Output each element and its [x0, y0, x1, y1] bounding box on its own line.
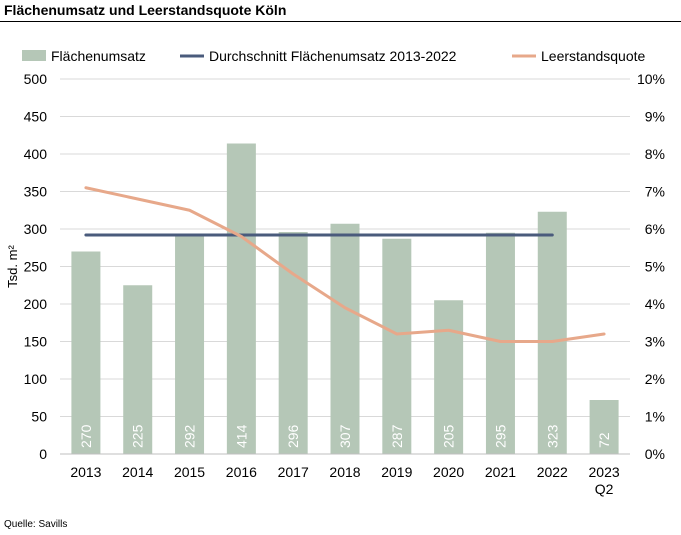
bar-value-label: 323: [544, 424, 560, 448]
chart-canvas: 270 225 292 414 296 307 287 205 295 323 72 0 50 100 1…: [5, 48, 665, 497]
y2-tick-label: 6%: [645, 221, 665, 237]
x-tick-label: 2023 Q2: [589, 464, 620, 497]
bar-value-label: 205: [441, 424, 457, 448]
bar: [382, 238, 412, 454]
x-tick-label: 2021: [485, 464, 516, 480]
legend: Flächenumsatz Durchschnitt Flächenumsatz …: [22, 48, 646, 64]
x-tick-label: 2013: [70, 464, 101, 480]
chart-title: Flächenumsatz und Leerstandsquote Köln: [4, 2, 287, 18]
axes: 0 50 100 150 200 250 300 350 400 450 500 0% 1% 2% 3% 4%…: [5, 71, 665, 497]
y-tick-label: 500: [24, 71, 48, 87]
bar-value-label: 270: [78, 424, 94, 448]
x-tick-label: 2018: [329, 464, 360, 480]
bar-data-labels: 270 225 292 414 296 307 287 205 295 323 72: [78, 424, 612, 448]
bar: [278, 232, 308, 454]
bar-value-label: 296: [285, 424, 301, 448]
y-tick-label: 100: [24, 371, 48, 387]
bar-value-label: 287: [389, 424, 405, 448]
bar: [537, 211, 567, 454]
y-tick-label: 250: [24, 259, 48, 275]
legend-label: Flächenumsatz: [51, 48, 146, 64]
bar-value-label: 414: [233, 424, 249, 448]
y2-tick-label: 5%: [645, 259, 665, 275]
y2-tick-label: 7%: [645, 184, 665, 200]
bar: [330, 223, 360, 454]
bar-series: [71, 143, 619, 454]
y-tick-label: 400: [24, 146, 48, 162]
y-axis-title: Tsd. m²: [5, 245, 20, 288]
x-tick-label: 2020: [433, 464, 464, 480]
legend-label: Durchschnitt Flächenumsatz 2013-2022: [209, 48, 457, 64]
title-divider: [0, 21, 681, 22]
y-tick-label: 200: [24, 296, 48, 312]
vacancy-rate-line: [84, 186, 606, 343]
bar: [485, 232, 515, 454]
y2-tick-label: 9%: [645, 109, 665, 125]
y-tick-label: 150: [24, 334, 48, 350]
x-tick-label: 2015: [174, 464, 205, 480]
x-tick-label: 2016: [226, 464, 257, 480]
x-tick-label: 2014: [122, 464, 153, 480]
bar-value-label: 295: [492, 424, 508, 448]
bar-value-label: 225: [130, 424, 146, 448]
bar: [175, 235, 205, 454]
source-note: Quelle: Savills: [4, 519, 68, 530]
bar-value-label: 72: [596, 432, 612, 448]
x-tick-label: 2019: [381, 464, 412, 480]
y2-tick-label: 3%: [645, 334, 665, 350]
x-tick-label: 2022: [537, 464, 568, 480]
y-tick-label: 0: [39, 446, 47, 462]
bar: [71, 251, 101, 454]
bar: [434, 300, 464, 454]
y-tick-label: 300: [24, 221, 48, 237]
y2-tick-label: 1%: [645, 409, 665, 425]
line-series: [84, 186, 606, 343]
bar: [589, 400, 619, 454]
x-tick-label: 2017: [278, 464, 309, 480]
y-tick-label: 50: [31, 409, 47, 425]
bar: [226, 143, 256, 454]
bar-value-label: 292: [182, 424, 198, 448]
y-tick-label: 450: [24, 109, 48, 125]
legend-label: Leerstandsquote: [541, 48, 646, 64]
bar-value-label: 307: [337, 424, 353, 448]
y2-tick-label: 8%: [645, 146, 665, 162]
legend-swatch: [22, 50, 46, 61]
bar: [123, 285, 153, 454]
y2-tick-label: 2%: [645, 371, 665, 387]
y-tick-label: 350: [24, 184, 48, 200]
y2-tick-label: 4%: [645, 296, 665, 312]
y2-tick-label: 10%: [637, 71, 665, 87]
y2-tick-label: 0%: [645, 446, 665, 462]
